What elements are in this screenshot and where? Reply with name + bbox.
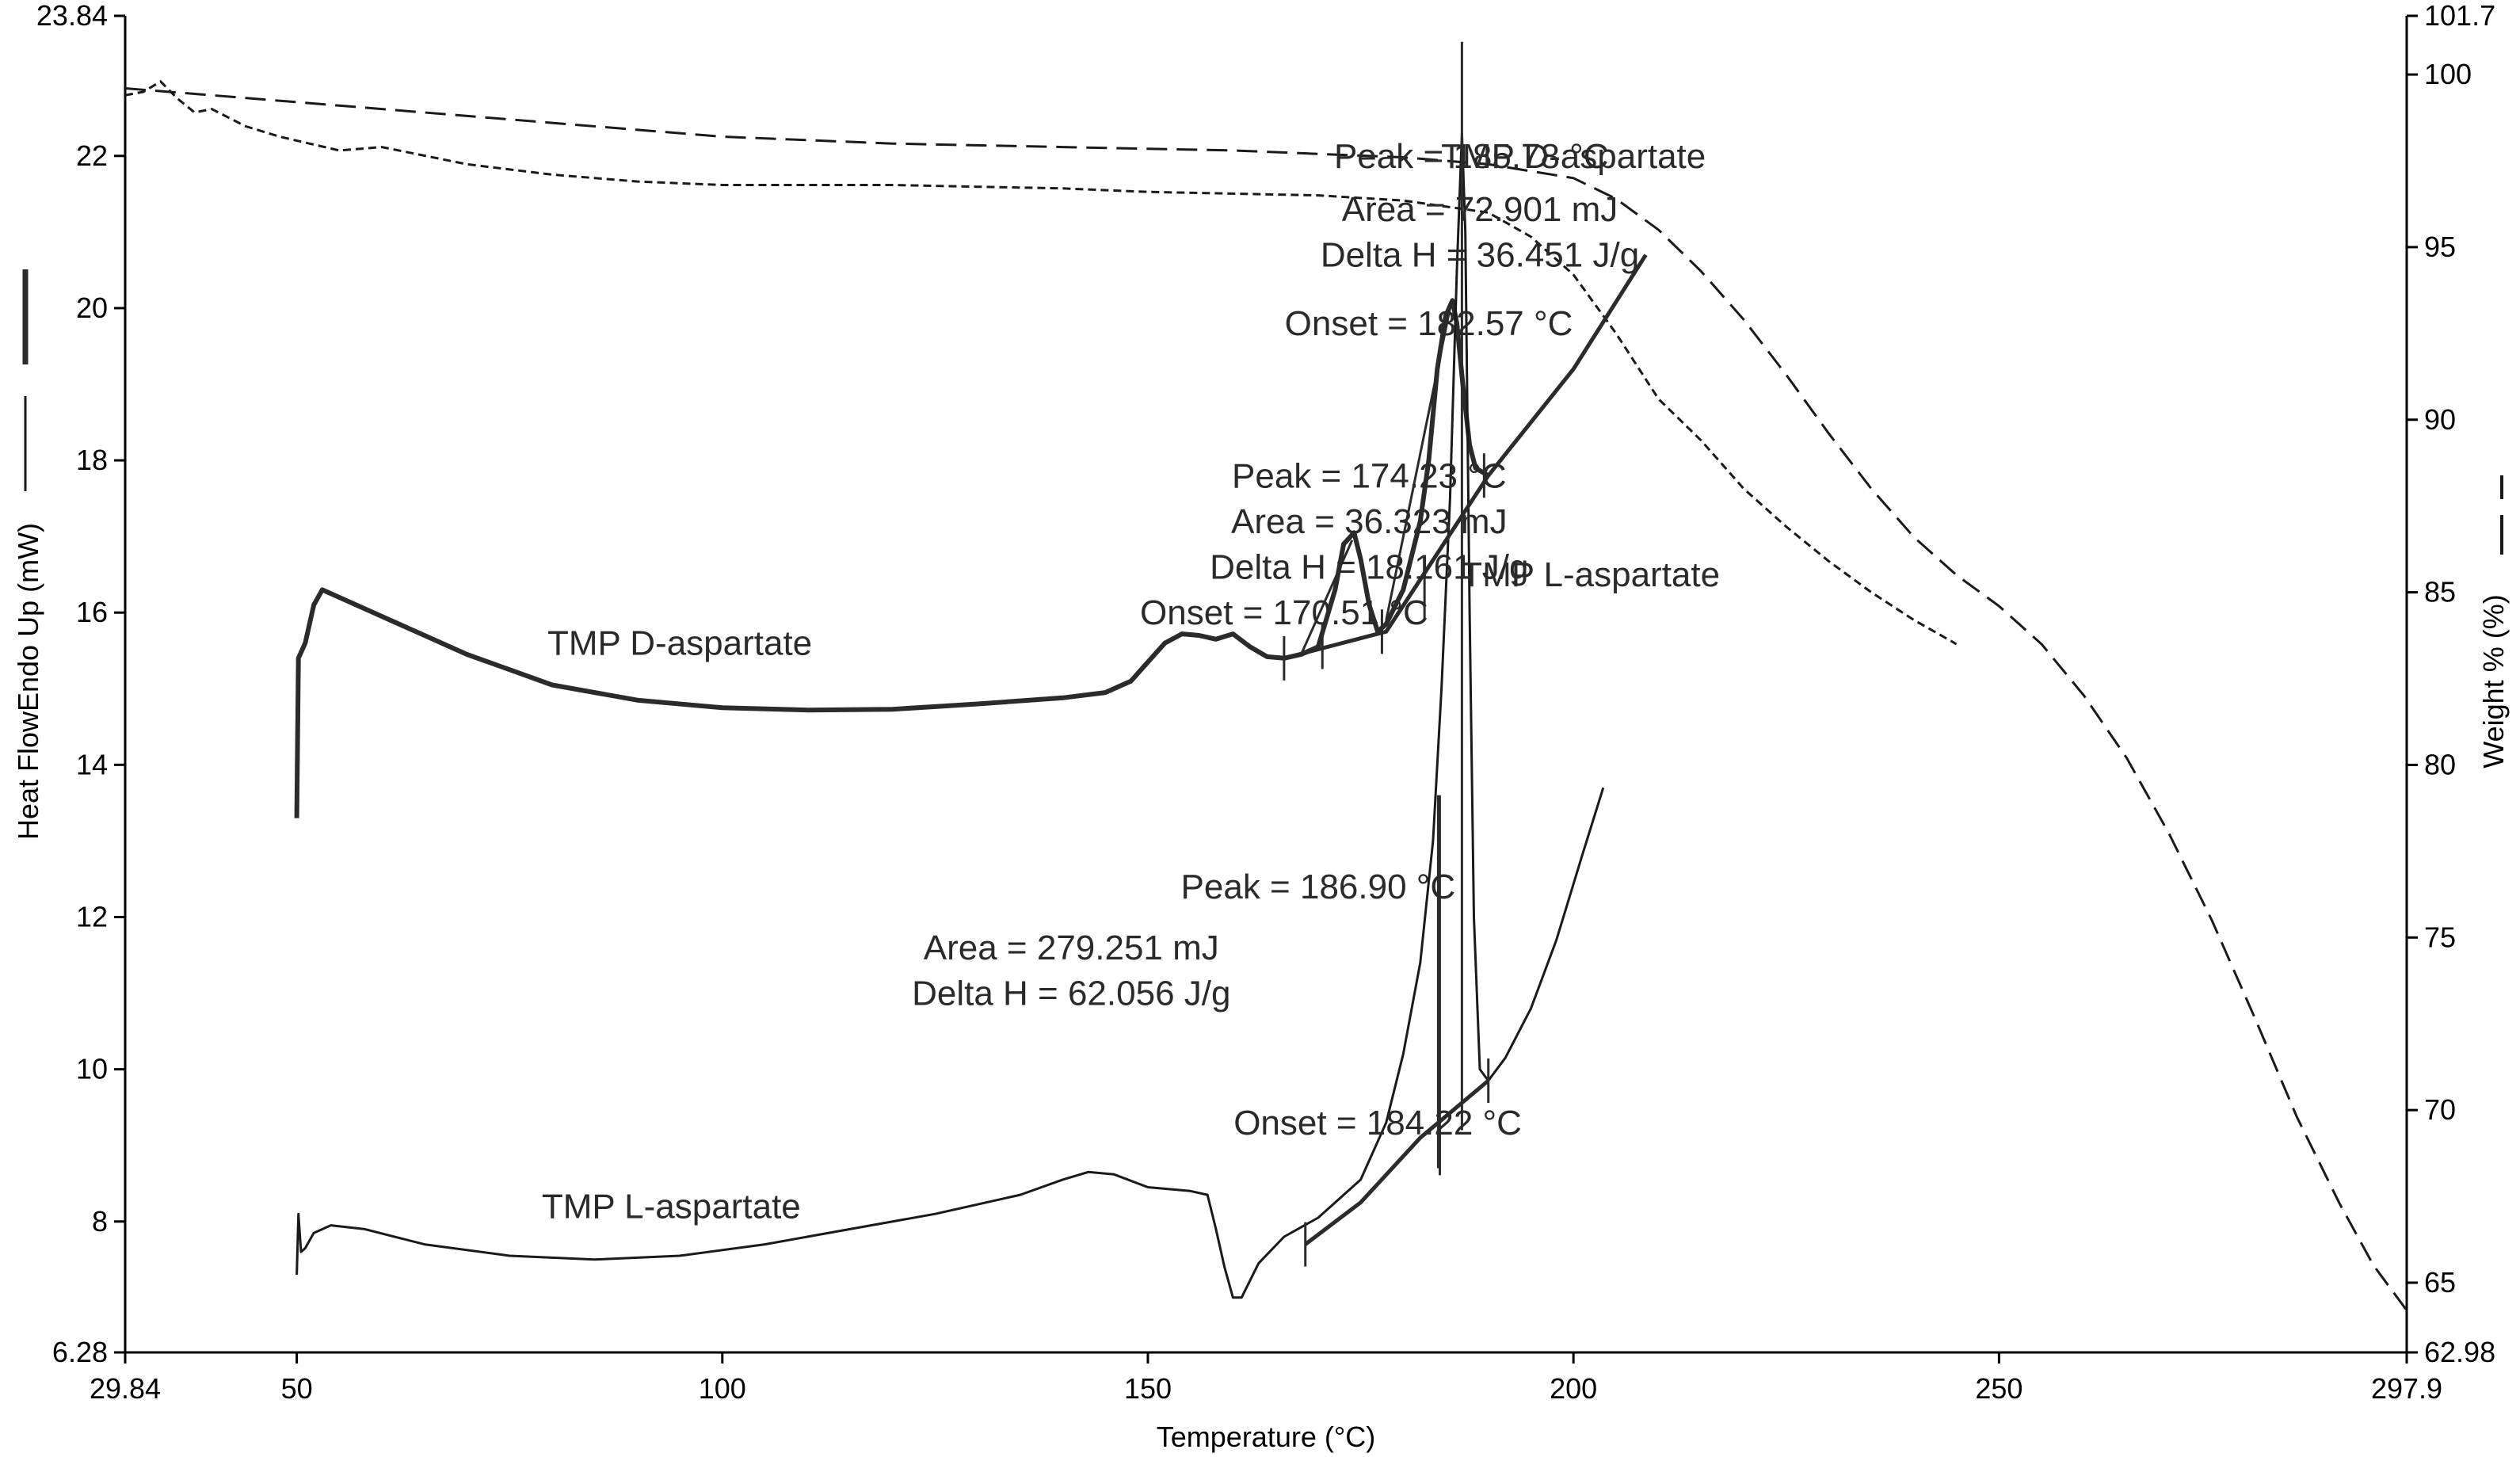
axis-line-keys	[22, 269, 2503, 555]
tga-tmp-l-aspartate-curve	[124, 79, 1958, 646]
annotation-label: Onset = 184.22 °C	[1233, 1104, 1522, 1142]
x-tick-label: 200	[1550, 1372, 1597, 1405]
annotation-label: Onset = 182.57 °C	[1285, 304, 1573, 343]
annotation-label: Onset = 170.51 °C	[1140, 593, 1428, 632]
x-tick-label: 150	[1124, 1372, 1172, 1405]
annotations: Peak = 185.78 °C Area = 72.901 mJ Delta H …	[542, 137, 1720, 1226]
x-tick-label: 29.84	[90, 1372, 161, 1405]
annotation-label: Area = 72.901 mJ	[1342, 190, 1618, 229]
right-y-ticks: 62.98 65 70 75 80 85 90 95 100 101.7	[2407, 0, 2495, 1368]
series-layer	[124, 79, 2408, 1311]
tga-tmp-d-aspartate-curve	[124, 87, 2408, 1311]
left-y-ticks: 6.28 8 10 12 14 16 18 20 22 23.84	[36, 0, 125, 1368]
y2-tick-label: 65	[2424, 1266, 2456, 1299]
annotation-label: TMP D-aspartate	[547, 624, 812, 663]
y-tick-label: 18	[76, 444, 108, 476]
x-tick-label: 100	[699, 1372, 746, 1405]
construction-lines	[1283, 41, 1648, 1267]
left-y-axis-title: Heat FlowEndo Up (mW)	[12, 523, 44, 840]
y-tick-label: 23.84	[36, 0, 108, 32]
annotation-label: Area = 36.323 mJ	[1231, 502, 1508, 541]
y2-tick-label: 62.98	[2424, 1336, 2495, 1368]
y2-tick-label: 100	[2424, 58, 2472, 90]
annotation-label: Delta H = 62.056 J/g	[912, 975, 1230, 1013]
right-y-axis-title: Weight % (%)	[2477, 594, 2510, 768]
y2-tick-label: 70	[2424, 1093, 2456, 1126]
y2-tick-label: 95	[2424, 231, 2456, 263]
dsc-tmp-d-aspartate-curve	[294, 298, 1490, 818]
x-axis-title: Temperature (°C)	[1157, 1421, 1375, 1453]
x-tick-label: 297.9	[2371, 1372, 2442, 1405]
annotation-label: TMP D-aspartate	[1441, 137, 1706, 176]
x-ticks: 29.84 50 100 150 200 250 297.9	[90, 1352, 2442, 1405]
y-tick-label: 12	[76, 900, 108, 933]
y-tick-label: 8	[92, 1205, 108, 1238]
x-tick-label: 50	[281, 1372, 313, 1405]
y-tick-label: 6.28	[52, 1336, 108, 1368]
x-tick-label: 250	[1975, 1372, 2022, 1405]
annotation-label: Delta H = 36.451 J/g	[1321, 236, 1639, 275]
annotation-label: Peak = 186.90 °C	[1181, 868, 1456, 906]
y2-tick-label: 85	[2424, 576, 2456, 608]
y-tick-label: 10	[76, 1053, 108, 1085]
y-tick-label: 22	[76, 139, 108, 172]
annotation-label: Peak = 174.23 °C	[1232, 456, 1507, 495]
annotation-label: TMP L-aspartate	[1461, 555, 1720, 594]
y-tick-label: 16	[76, 596, 108, 628]
y2-tick-label: 80	[2424, 748, 2456, 780]
annotation-label: Peak = 185.78 °C	[1334, 137, 1609, 176]
annotation-label: Delta H = 18.161 J/g	[1210, 548, 1528, 587]
d-aspartate-onset-tangent-small	[1300, 540, 1354, 655]
y2-tick-label: 101.7	[2424, 0, 2495, 32]
y-tick-label: 20	[76, 292, 108, 324]
annotation-label: TMP L-aspartate	[542, 1188, 801, 1226]
annotation-label: Area = 279.251 mJ	[924, 929, 1219, 967]
y-tick-label: 14	[76, 748, 108, 780]
d-aspartate-onset-tangent-large	[1385, 307, 1451, 621]
y2-tick-label: 75	[2424, 921, 2456, 953]
dsc-tmp-l-aspartate-curve	[295, 132, 1605, 1299]
l-aspartate-baseline-line	[1304, 1079, 1490, 1246]
axes	[124, 16, 2408, 1354]
y2-tick-label: 90	[2424, 403, 2456, 436]
d-aspartate-baseline-line	[1283, 254, 1648, 661]
